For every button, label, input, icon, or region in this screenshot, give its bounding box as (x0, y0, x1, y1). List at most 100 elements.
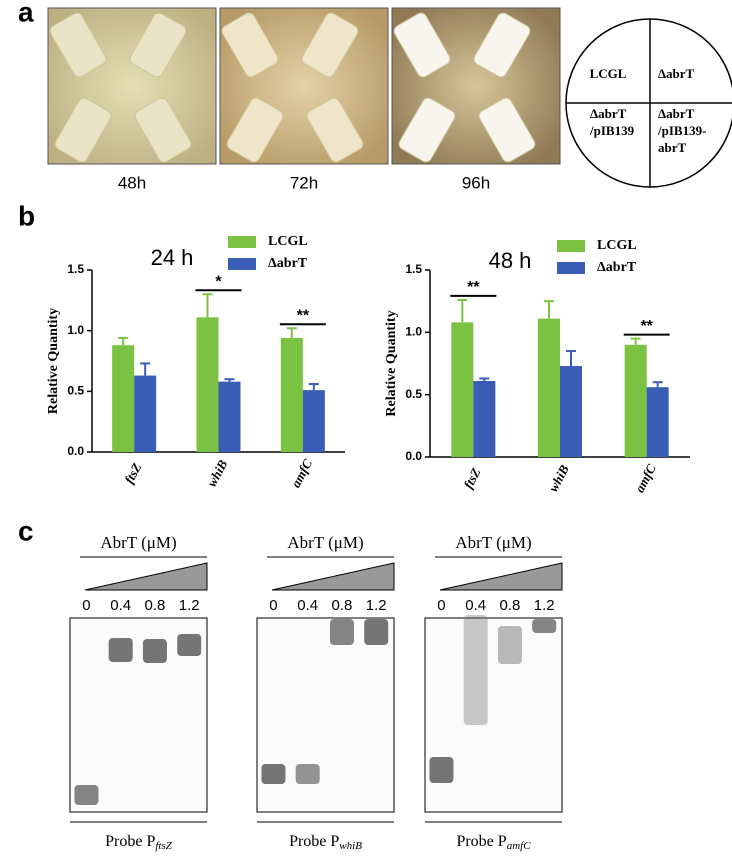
legend-swatch (228, 236, 256, 248)
gel-band (108, 638, 133, 662)
legend-label: ΔabrT (597, 260, 637, 275)
significance-label: ** (640, 318, 653, 335)
x-tick-label: ftsZ (121, 460, 144, 486)
concentration-label: 0.4 (465, 597, 486, 614)
significance-label: ** (297, 307, 310, 324)
gel-title: AbrT (μM) (455, 533, 531, 552)
gel-band (142, 639, 167, 663)
quadrant-label: abrT (658, 140, 687, 155)
y-tick-label: 1.0 (67, 323, 84, 337)
bar (560, 365, 582, 457)
quadrant-label: /pIB139- (657, 123, 706, 138)
y-tick-label: 0.5 (67, 384, 84, 398)
legend-label: LCGL (597, 238, 637, 253)
colony-streak (478, 97, 536, 163)
probe-subscript: ftsZ (155, 840, 172, 852)
gel-band (177, 634, 202, 656)
y-tick-label: 0.0 (67, 444, 84, 458)
plate-label: 72h (290, 173, 318, 192)
concentration-label: 0.8 (500, 597, 521, 614)
bar (134, 375, 157, 452)
concentration-label: 1.2 (366, 597, 387, 614)
quadrant-label: ΔabrT (590, 106, 627, 121)
y-axis-label: Relative Quantity (46, 308, 61, 414)
probe-subscript: amfC (507, 840, 532, 852)
gel-band (364, 619, 389, 645)
x-tick-label: whiB (204, 457, 231, 489)
chart-title: 24 h (151, 245, 194, 270)
colony-streak (49, 12, 107, 78)
y-tick-label: 0.5 (405, 387, 422, 401)
concentration-label: 0.8 (145, 597, 166, 614)
bar (538, 318, 560, 457)
legend-label: ΔabrT (268, 256, 308, 271)
bar (473, 380, 496, 457)
colony-streak (301, 12, 359, 78)
bar (112, 345, 135, 452)
colony-streak (306, 97, 364, 163)
gradient-wedge (271, 562, 395, 591)
probe-text: Probe P (105, 833, 155, 850)
probe-label: Probe PamfC (456, 833, 531, 852)
concentration-label: 0 (82, 597, 90, 614)
gel-band (74, 785, 99, 805)
bar (624, 344, 647, 457)
bar (302, 390, 325, 452)
plate-label: 96h (462, 173, 490, 192)
probe-text: Probe P (289, 833, 339, 850)
concentration-label: 0.8 (332, 597, 353, 614)
quadrant-label: /pIB139 (589, 123, 635, 138)
quadrant-label: ΔabrT (658, 66, 695, 81)
legend-swatch (557, 240, 585, 252)
gradient-wedge (439, 562, 563, 591)
significance-label: ** (467, 279, 480, 296)
y-tick-label: 1.0 (405, 325, 422, 339)
probe-label: Probe PftsZ (105, 833, 173, 852)
concentration-label: 0 (437, 597, 445, 614)
probe-label: Probe PwhiB (289, 833, 362, 852)
plate-label: 48h (118, 173, 146, 192)
gel-band (463, 615, 488, 725)
probe-text: Probe P (456, 833, 506, 850)
x-tick-label: amfC (288, 456, 315, 489)
colony-streak (134, 97, 192, 163)
colony-streak (221, 12, 279, 78)
panel-label: c (18, 515, 34, 546)
bar (280, 337, 303, 452)
colony-streak (226, 97, 284, 163)
chart-title: 48 h (489, 248, 532, 273)
y-tick-label: 0.0 (405, 449, 422, 463)
concentration-label: 0 (269, 597, 277, 614)
panel-label: a (18, 0, 34, 27)
significance-label: * (215, 273, 222, 290)
bar (451, 322, 474, 457)
gel-band (497, 626, 522, 664)
gel-band (429, 757, 454, 783)
y-axis-label: Relative Quantity (384, 310, 399, 416)
colony-streak (398, 97, 456, 163)
gel-band (295, 764, 320, 784)
gradient-wedge (84, 562, 208, 591)
concentration-label: 0.4 (110, 597, 131, 614)
concentration-label: 1.2 (534, 597, 555, 614)
panel-label: b (18, 200, 35, 231)
colony-streak (473, 12, 531, 78)
concentration-label: 0.4 (297, 597, 318, 614)
legend-swatch (557, 262, 585, 274)
gel-band (261, 764, 286, 784)
gel-title: AbrT (μM) (287, 533, 363, 552)
legend-label: LCGL (268, 234, 308, 249)
bar (196, 317, 219, 452)
colony-streak (393, 12, 451, 78)
gel-band (532, 619, 557, 633)
x-tick-label: amfC (632, 461, 659, 494)
gel-band (329, 619, 354, 645)
y-tick-label: 1.5 (405, 262, 422, 276)
concentration-label: 1.2 (179, 597, 200, 614)
y-tick-label: 1.5 (67, 262, 84, 276)
probe-subscript: whiB (339, 840, 362, 852)
x-tick-label: ftsZ (460, 465, 483, 491)
colony-streak (129, 12, 187, 78)
bar (646, 387, 669, 457)
